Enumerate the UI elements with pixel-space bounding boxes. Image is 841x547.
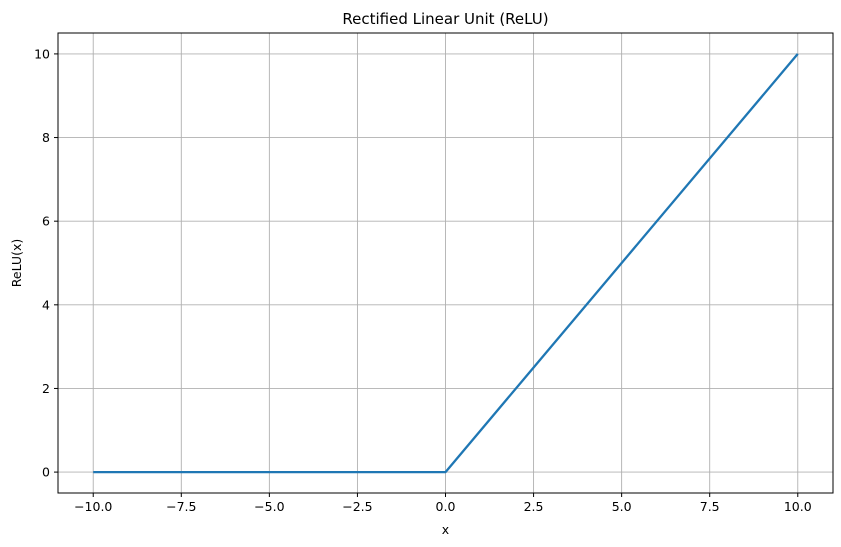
x-tick-label: 7.5 xyxy=(700,499,720,514)
series-layer xyxy=(93,53,799,474)
x-tick-label: −7.5 xyxy=(166,499,196,514)
y-tick-label: 10 xyxy=(34,46,50,61)
y-tick-label: 8 xyxy=(42,130,50,145)
x-tick-label: −5.0 xyxy=(254,499,284,514)
x-tick-label: 0.0 xyxy=(436,499,456,514)
x-tick-label: 2.5 xyxy=(524,499,544,514)
x-axis-label: x xyxy=(442,522,449,537)
grid xyxy=(58,33,833,493)
x-tick-label: 10.0 xyxy=(784,499,812,514)
chart-title: Rectified Linear Unit (ReLU) xyxy=(342,10,548,28)
y-tick-label: 2 xyxy=(42,381,50,396)
x-tick-label: 5.0 xyxy=(612,499,632,514)
y-tick-label: 6 xyxy=(42,214,50,229)
y-tick-label: 4 xyxy=(42,297,50,312)
x-tick-label: −2.5 xyxy=(342,499,372,514)
y-tick-label: 0 xyxy=(42,465,50,480)
y-axis-label: ReLU(x) xyxy=(9,239,24,287)
x-tick-label: −10.0 xyxy=(74,499,112,514)
relu-series-line xyxy=(93,53,799,474)
ticks: −10.0 −7.5 −5.0 −2.5 0.0 2.5 5.0 7.5 10.0 0 2 4 6 8 10 xyxy=(34,46,812,514)
